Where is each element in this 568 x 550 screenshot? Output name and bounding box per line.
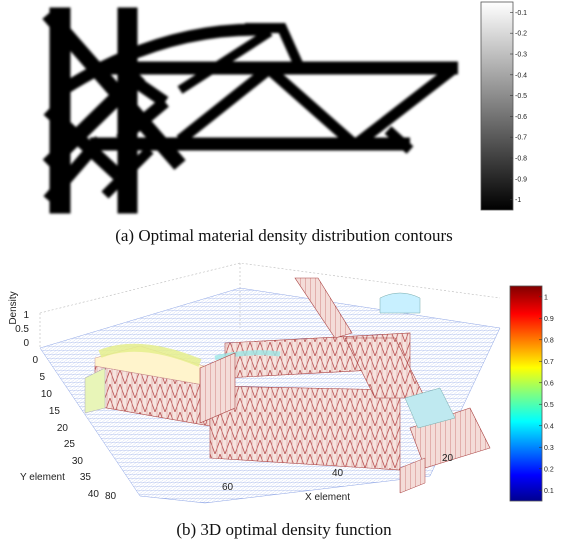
- caption-b: (b) 3D optimal density function: [0, 520, 568, 540]
- ridge-front-bottom: [210, 386, 400, 470]
- z-tick-1: 1: [23, 310, 29, 321]
- caption-a: (a) Optimal material density distributio…: [0, 226, 568, 246]
- right-diag: [355, 70, 452, 145]
- colorbar-b-tick-label: 0.9: [544, 316, 554, 323]
- topology-structure: [48, 8, 458, 213]
- x-tick-80: 80: [105, 491, 117, 502]
- y-tick-5: 5: [39, 372, 45, 383]
- colorbar-a-tick-label: -0.9: [515, 176, 527, 183]
- x-tick-60: 60: [222, 482, 234, 493]
- colorbar-a: -0.1 -0.2 -0.3 -0.4 -0.5 -0.6 -0.7 -0.8 -0.9 -1: [481, 2, 527, 210]
- y-tick-25: 25: [64, 439, 76, 450]
- z-tick-0: 0: [23, 338, 29, 349]
- colorbar-b-scale: [510, 286, 542, 501]
- colorbar-a-tick-label: -0.6: [515, 114, 527, 121]
- colorbar-b-tick-label: 0.4: [544, 423, 554, 430]
- x-axis-label: X element: [305, 492, 350, 503]
- y-tick-40: 40: [88, 489, 100, 500]
- panel-b: Density 1 0.5 0 0 5 10 15 20 25 30 35 40…: [0, 258, 568, 518]
- colorbar-a-tick-label: -0.5: [515, 93, 527, 100]
- inner-diag-2: [270, 70, 355, 145]
- colorbar-a-tick-label: -0.3: [515, 52, 527, 59]
- colorbar-b-tick-label: 0.1: [544, 488, 554, 495]
- y-tick-20: 20: [57, 423, 69, 434]
- y-axis-label: Y element: [20, 472, 65, 483]
- density-contour-plot: -0.1 -0.2 -0.3 -0.4 -0.5 -0.6 -0.7 -0.8 -0.9 -1: [0, 0, 568, 222]
- y-tick-10: 10: [41, 389, 53, 400]
- colorbar-a-tick-label: -1: [515, 197, 521, 204]
- z-tick-0-5: 0.5: [15, 324, 29, 335]
- x-tick-40: 40: [332, 468, 344, 479]
- colorbar-b-tick-label: 0.8: [544, 337, 554, 344]
- colorbar-b-tick-label: 0.2: [544, 466, 554, 473]
- y-tick-15: 15: [49, 406, 61, 417]
- colorbar-a-tick-label: -0.2: [515, 31, 527, 38]
- z-axis: Density 1 0.5 0: [8, 291, 29, 349]
- y-tick-30: 30: [72, 456, 84, 467]
- colorbar-b-tick-label: 0.5: [544, 402, 554, 409]
- colorbar-a-tick-label: -0.8: [515, 156, 527, 163]
- colorbar-b-tick-label: 0.3: [544, 445, 554, 452]
- colorbar-b: 1 0.9 0.8 0.7 0.6 0.5 0.4 0.3 0.2 0.1: [510, 286, 554, 501]
- colorbar-b-tick-label: 0.6: [544, 380, 554, 387]
- panel-a: -0.1 -0.2 -0.3 -0.4 -0.5 -0.6 -0.7 -0.8 -0.9 -1: [0, 0, 568, 222]
- colorbar-a-tick-label: -0.1: [515, 10, 527, 17]
- colorbar-a-tick-label: -0.7: [515, 135, 527, 142]
- y-tick-0: 0: [32, 355, 38, 366]
- y-tick-35: 35: [80, 472, 92, 483]
- colorbar-a-scale: [481, 2, 513, 210]
- density-3d-plot: Density 1 0.5 0 0 5 10 15 20 25 30 35 40…: [0, 258, 568, 518]
- colorbar-b-tick-label: 0.7: [544, 359, 554, 366]
- x-tick-20: 20: [442, 453, 454, 464]
- colorbar-a-tick-label: -0.4: [515, 72, 527, 79]
- z-axis-label: Density: [8, 291, 19, 324]
- colorbar-b-tick-label: 1: [544, 294, 548, 301]
